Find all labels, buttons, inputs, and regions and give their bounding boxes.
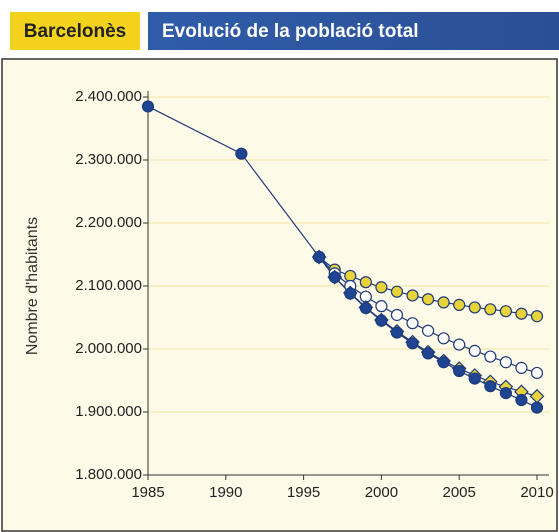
y-tick-label: 2.200.000 (75, 214, 142, 231)
x-tick-label: 2005 (443, 484, 476, 501)
x-tick-label: 2010 (520, 484, 553, 501)
y-tick-label: 1.900.000 (75, 403, 142, 420)
point (406, 337, 419, 350)
point (421, 293, 435, 306)
point (406, 289, 419, 302)
region: Barcelonès (24, 21, 126, 42)
point (141, 100, 155, 113)
y-tick-label: 2.000.000 (75, 340, 142, 357)
point (468, 344, 481, 357)
point (421, 324, 435, 337)
point (453, 364, 466, 378)
point (468, 372, 481, 385)
point (468, 301, 481, 314)
point (390, 326, 404, 339)
point (499, 387, 512, 400)
y-tick-label: 2.100.000 (75, 277, 142, 294)
point (359, 301, 372, 315)
point (437, 332, 450, 345)
point (515, 361, 528, 374)
point (453, 338, 466, 351)
point (484, 380, 497, 393)
x-tick-label: 1990 (209, 484, 242, 501)
x-tick-label: 2000 (365, 484, 398, 501)
point (421, 347, 435, 360)
point (499, 305, 512, 318)
region-box (10, 12, 140, 50)
point (375, 314, 388, 327)
point (437, 296, 450, 309)
point (530, 401, 544, 414)
y-tick-label: 1.800.000 (75, 466, 142, 483)
point (530, 366, 544, 380)
point (390, 308, 404, 322)
point (313, 250, 326, 264)
point (484, 350, 497, 363)
point (375, 300, 388, 313)
point (359, 276, 372, 289)
y-tick-label: 2.400.000 (75, 88, 142, 105)
point (344, 269, 357, 283)
point (484, 303, 497, 316)
point (235, 147, 248, 160)
point (499, 356, 512, 369)
point (437, 356, 450, 369)
y-tick-label: 2.300.000 (75, 151, 142, 168)
point (390, 285, 404, 298)
point (453, 298, 466, 311)
point (515, 393, 528, 407)
panel (1, 58, 558, 532)
title: Evolució de la població total (162, 21, 419, 42)
x-tick-label: 1995 (287, 484, 320, 501)
point (406, 317, 419, 330)
title-box (148, 12, 559, 50)
x-tick-label: 1985 (131, 484, 164, 501)
point (375, 281, 388, 294)
point (328, 271, 341, 284)
point (515, 307, 528, 320)
point (530, 310, 544, 323)
y-axis-label: Nombre d'habitants (24, 217, 41, 355)
point (344, 287, 357, 300)
